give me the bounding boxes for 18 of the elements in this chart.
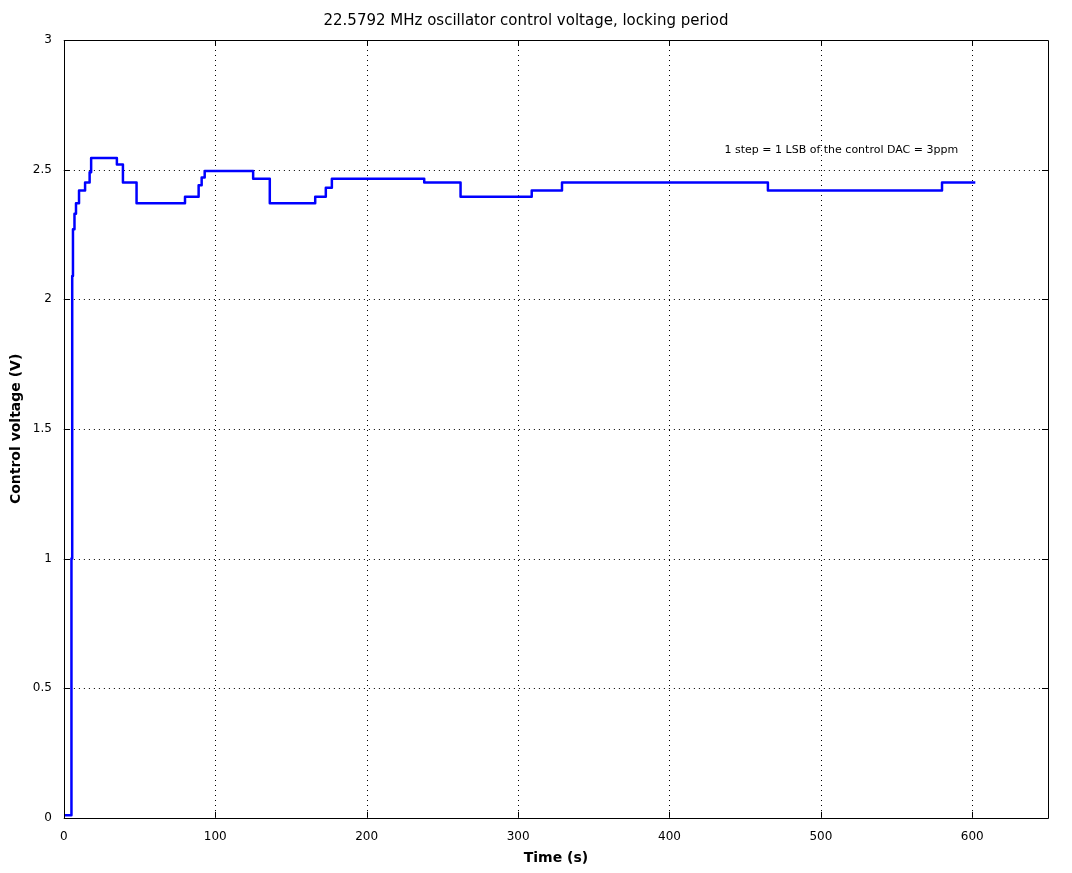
y-tick-label: 1.5 <box>32 421 52 436</box>
x-tick-label: 300 <box>506 829 530 844</box>
y-axis-title: Control voltage (V) <box>7 353 24 505</box>
x-tick-label: 500 <box>809 829 833 844</box>
x-tick-label: 100 <box>203 829 227 844</box>
annotation: 1 step = 1 LSB of the control DAC = 3ppm <box>724 142 959 156</box>
chart-title: 22.5792 MHz oscillator control voltage, locking period <box>323 10 729 29</box>
y-tick-label: 3 <box>44 32 52 47</box>
y-tick-label: 2 <box>44 291 52 306</box>
y-tick-label: 0.5 <box>32 680 52 695</box>
x-tick-label: 400 <box>658 829 681 844</box>
y-tick-label: 1 <box>44 550 52 565</box>
y-tick-label: 0 <box>44 809 52 824</box>
x-tick-label: 200 <box>355 829 379 844</box>
x-axis-title: Time (s) <box>523 849 589 866</box>
y-tick-label: 2.5 <box>32 161 52 176</box>
x-tick-label: 600 <box>960 829 984 844</box>
x-tick-label: 0 <box>60 829 68 844</box>
